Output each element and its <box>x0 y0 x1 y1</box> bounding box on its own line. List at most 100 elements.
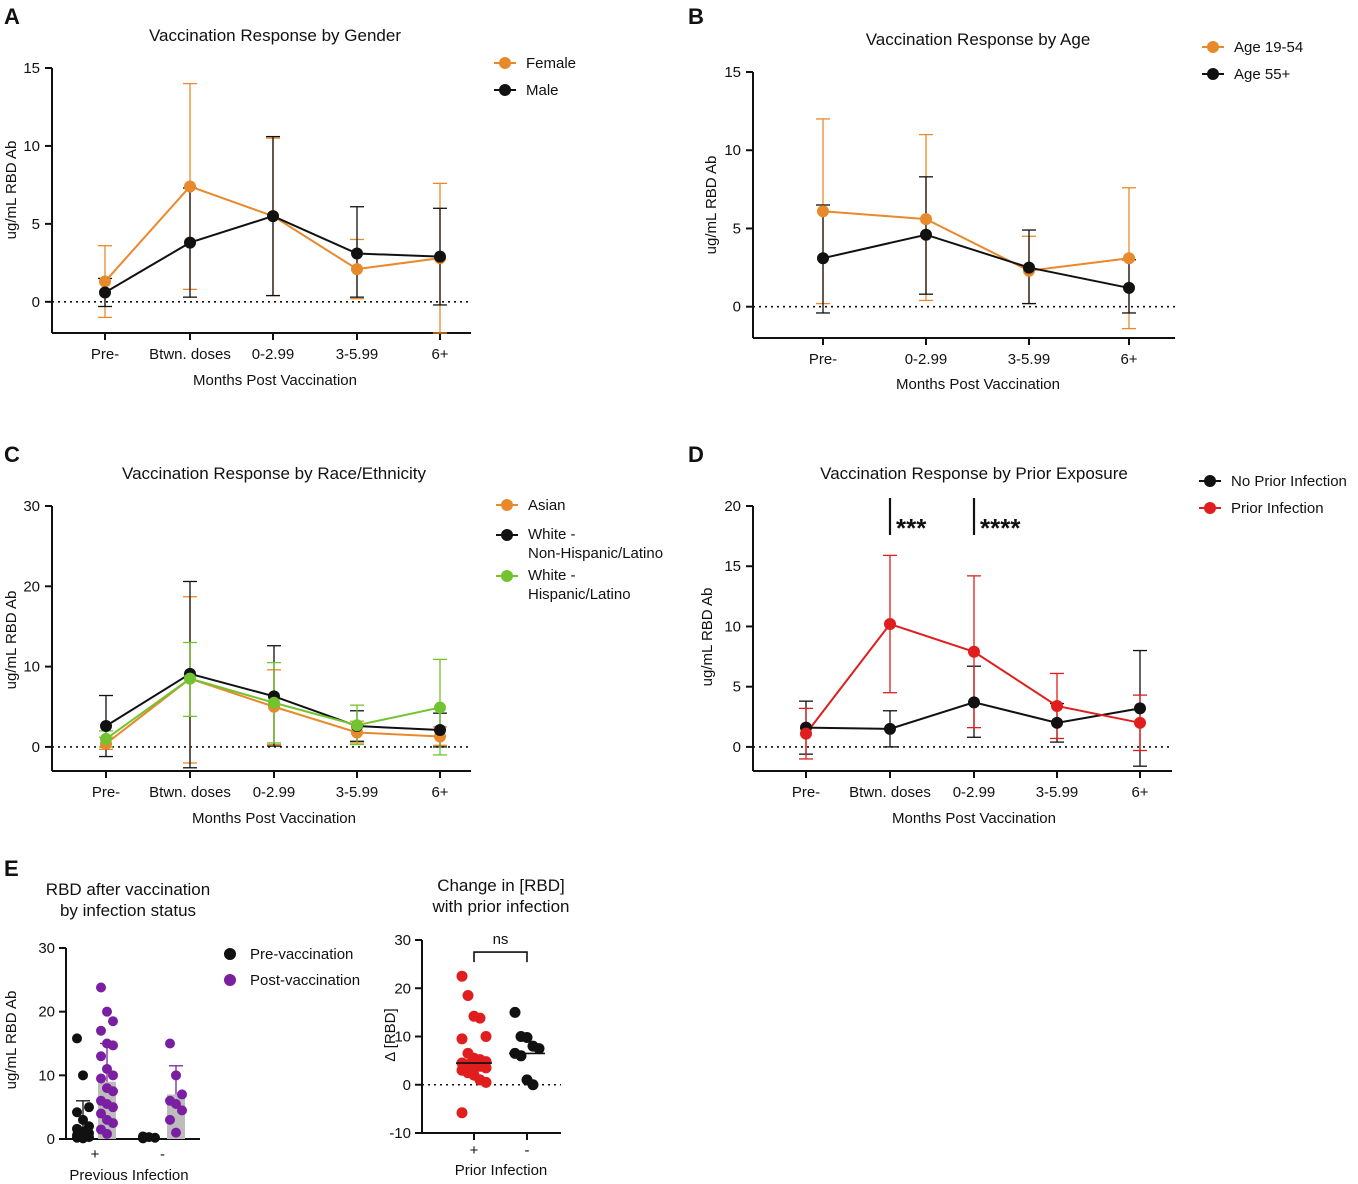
panel-e1-data-point <box>171 1127 181 1138</box>
panel-e1-legend-label: Pre-vaccination <box>250 946 353 963</box>
panel-e2-title-line-1: Change in [RBD] <box>437 876 565 895</box>
panel-e1-data-point <box>96 1108 106 1119</box>
panel-b-ylabel: ug/mL RBD Ab <box>703 156 720 255</box>
panel-c-legend-label: White - <box>528 567 576 584</box>
panel-c-xtick-label: 3-5.99 <box>336 784 379 801</box>
panel-d-ytick-label: 0 <box>733 739 741 756</box>
panel-letter-c: C <box>4 442 20 467</box>
panel-a-ytick-label: 5 <box>32 216 40 233</box>
panel-c-legend-label: Hispanic/Latino <box>528 586 631 603</box>
panel-e2-data-point <box>480 1031 492 1042</box>
panel-e1-legend-marker <box>224 974 236 986</box>
panel-e1-ytick-label: 20 <box>38 1004 55 1021</box>
panel-c-data-point <box>268 696 280 709</box>
panel-e1-ytick-label: 0 <box>47 1131 55 1148</box>
panel-e1-ylabel: ug/mL RBD Ab <box>3 991 20 1090</box>
panel-a-data-point <box>184 180 196 193</box>
panel-a-legend-label: Male <box>526 82 559 99</box>
panel-b-xtick-label: 0-2.99 <box>905 351 948 368</box>
panel-e1-ytick-label: 10 <box>38 1067 55 1084</box>
panel-b-legend-marker <box>1207 68 1219 80</box>
panel-c-legend-label: Asian <box>528 497 566 514</box>
panel-a-data-point <box>351 247 363 260</box>
panel-c-ytick-label: 0 <box>32 739 40 756</box>
panel-c-data-point <box>434 724 446 737</box>
panel-e1-data-point <box>72 1033 82 1044</box>
panel-e2-plot: -10 0 10 20 30 + - ns <box>389 931 561 1159</box>
panel-letter-e: E <box>4 856 19 881</box>
panel-e2-significance-bracket <box>473 951 528 963</box>
panel-d-xtick-label: 3-5.99 <box>1036 784 1079 801</box>
panel-e2-data-point <box>456 1107 468 1119</box>
panel-c-xtick-label: 0-2.99 <box>253 784 296 801</box>
panel-e1-data-point <box>177 1089 187 1100</box>
panel-b-data-point <box>1123 281 1135 294</box>
panel-d-legend-marker <box>1204 475 1216 487</box>
panel-b-xtick-label: 3-5.99 <box>1008 351 1051 368</box>
panel-e1-data-point <box>108 1070 118 1081</box>
panel-a-plot: 0 5 10 15 Pre- Btwn. doses 0-2.99 3-5.99 6+ <box>23 60 471 363</box>
panel-d-data-point <box>884 618 896 631</box>
panel-e1-ytick-label: 30 <box>38 940 55 957</box>
panel-d-ytick-label: 20 <box>724 498 741 515</box>
panel-b-data-point <box>1023 261 1035 274</box>
panel-b-data-point <box>817 205 829 218</box>
panel-e1-data-point <box>78 1133 88 1144</box>
panel-b: B Vaccination Response by Age Months Pos… <box>688 4 1303 393</box>
panel-e2-xtick-label: + <box>470 1142 479 1159</box>
panel-a-xtick-label: Pre- <box>91 346 119 363</box>
panel-e1-data-point <box>96 1073 106 1084</box>
panel-e2-ytick-label: 30 <box>394 932 411 949</box>
panel-c-xlabel: Months Post Vaccination <box>192 810 356 827</box>
panel-a-xlabel: Months Post Vaccination <box>193 372 357 389</box>
panel-d-plot: 0 5 10 15 20 Pre- Btwn. doses 0-2.99 3-5.99 6+ ***… <box>724 498 1172 801</box>
panel-e2-ytick-label: 10 <box>394 1029 411 1046</box>
panel-d-xtick-label: Btwn. doses <box>849 784 931 801</box>
panel-e1-plot: 0 10 20 30 + - <box>38 940 200 1163</box>
panel-d: D Vaccination Response by Prior Exposure… <box>688 442 1347 827</box>
panel-e1-data-point <box>177 1105 187 1116</box>
panel-a-ytick-label: 10 <box>23 138 40 155</box>
panel-c-data-point <box>184 672 196 685</box>
panel-c-legend-marker <box>501 570 513 582</box>
panel-a-ylabel: ug/mL RBD Ab <box>3 141 20 240</box>
panel-c-ytick-label: 10 <box>23 659 40 676</box>
panel-c-xtick-label: 6+ <box>431 784 448 801</box>
panel-d-xlabel: Months Post Vaccination <box>892 810 1056 827</box>
panel-e1-data-point <box>165 1114 175 1125</box>
panel-e2-data-point <box>456 1033 468 1045</box>
panel-a-data-point <box>434 250 446 263</box>
panel-c-title: Vaccination Response by Race/Ethnicity <box>122 464 426 483</box>
panel-e1-title-line-1: RBD after vaccination <box>46 880 210 899</box>
panel-e1-data-point <box>102 1063 112 1074</box>
panel-e1-data-point <box>96 1025 106 1036</box>
panel-a-ytick-label: 15 <box>23 60 40 77</box>
panel-d-legend: No Prior Infection Prior Infection <box>1199 473 1347 517</box>
panel-c-xtick-label: Pre- <box>92 784 120 801</box>
panel-letter-d: D <box>688 442 704 467</box>
panel-e2-data-point <box>509 1006 521 1018</box>
panel-c-data-point <box>434 701 446 714</box>
panel-c-ytick-label: 30 <box>23 498 40 515</box>
panel-a-xtick-label: 0-2.99 <box>252 346 295 363</box>
panel-b-xtick-label: 6+ <box>1120 351 1137 368</box>
panel-d-data-point <box>1051 716 1063 729</box>
panel-d-legend-label: Prior Infection <box>1231 500 1324 517</box>
panel-d-data-point <box>968 645 980 658</box>
panel-e: E RBD after vaccination by infection sta… <box>3 856 570 1184</box>
panel-d-title: Vaccination Response by Prior Exposure <box>820 464 1128 483</box>
panel-c-plot: 0 10 20 30 Pre- Btwn. doses 0-2.99 3-5.99 6+ <box>23 498 471 801</box>
panel-b-xlabel: Months Post Vaccination <box>896 376 1060 393</box>
panel-d-ytick-label: 10 <box>724 618 741 635</box>
panel-d-ylabel: ug/mL RBD Ab <box>699 588 716 687</box>
panel-d-data-point <box>1134 716 1146 729</box>
panel-letter-b: B <box>688 4 704 29</box>
panel-e1-title-line-2: by infection status <box>60 901 196 920</box>
panel-e2-title-line-2: with prior infection <box>431 897 569 916</box>
panel-d-significance-stars: *** <box>896 513 927 543</box>
panel-b-plot: 0 5 10 15 Pre- 0-2.99 3-5.99 6+ <box>724 64 1175 368</box>
panel-e1-data-point <box>150 1132 160 1143</box>
panel-e2-ylabel: Δ [RBD] <box>382 1008 399 1061</box>
panel-c-legend-marker <box>501 529 513 541</box>
panel-e1-data-point <box>102 1006 112 1017</box>
